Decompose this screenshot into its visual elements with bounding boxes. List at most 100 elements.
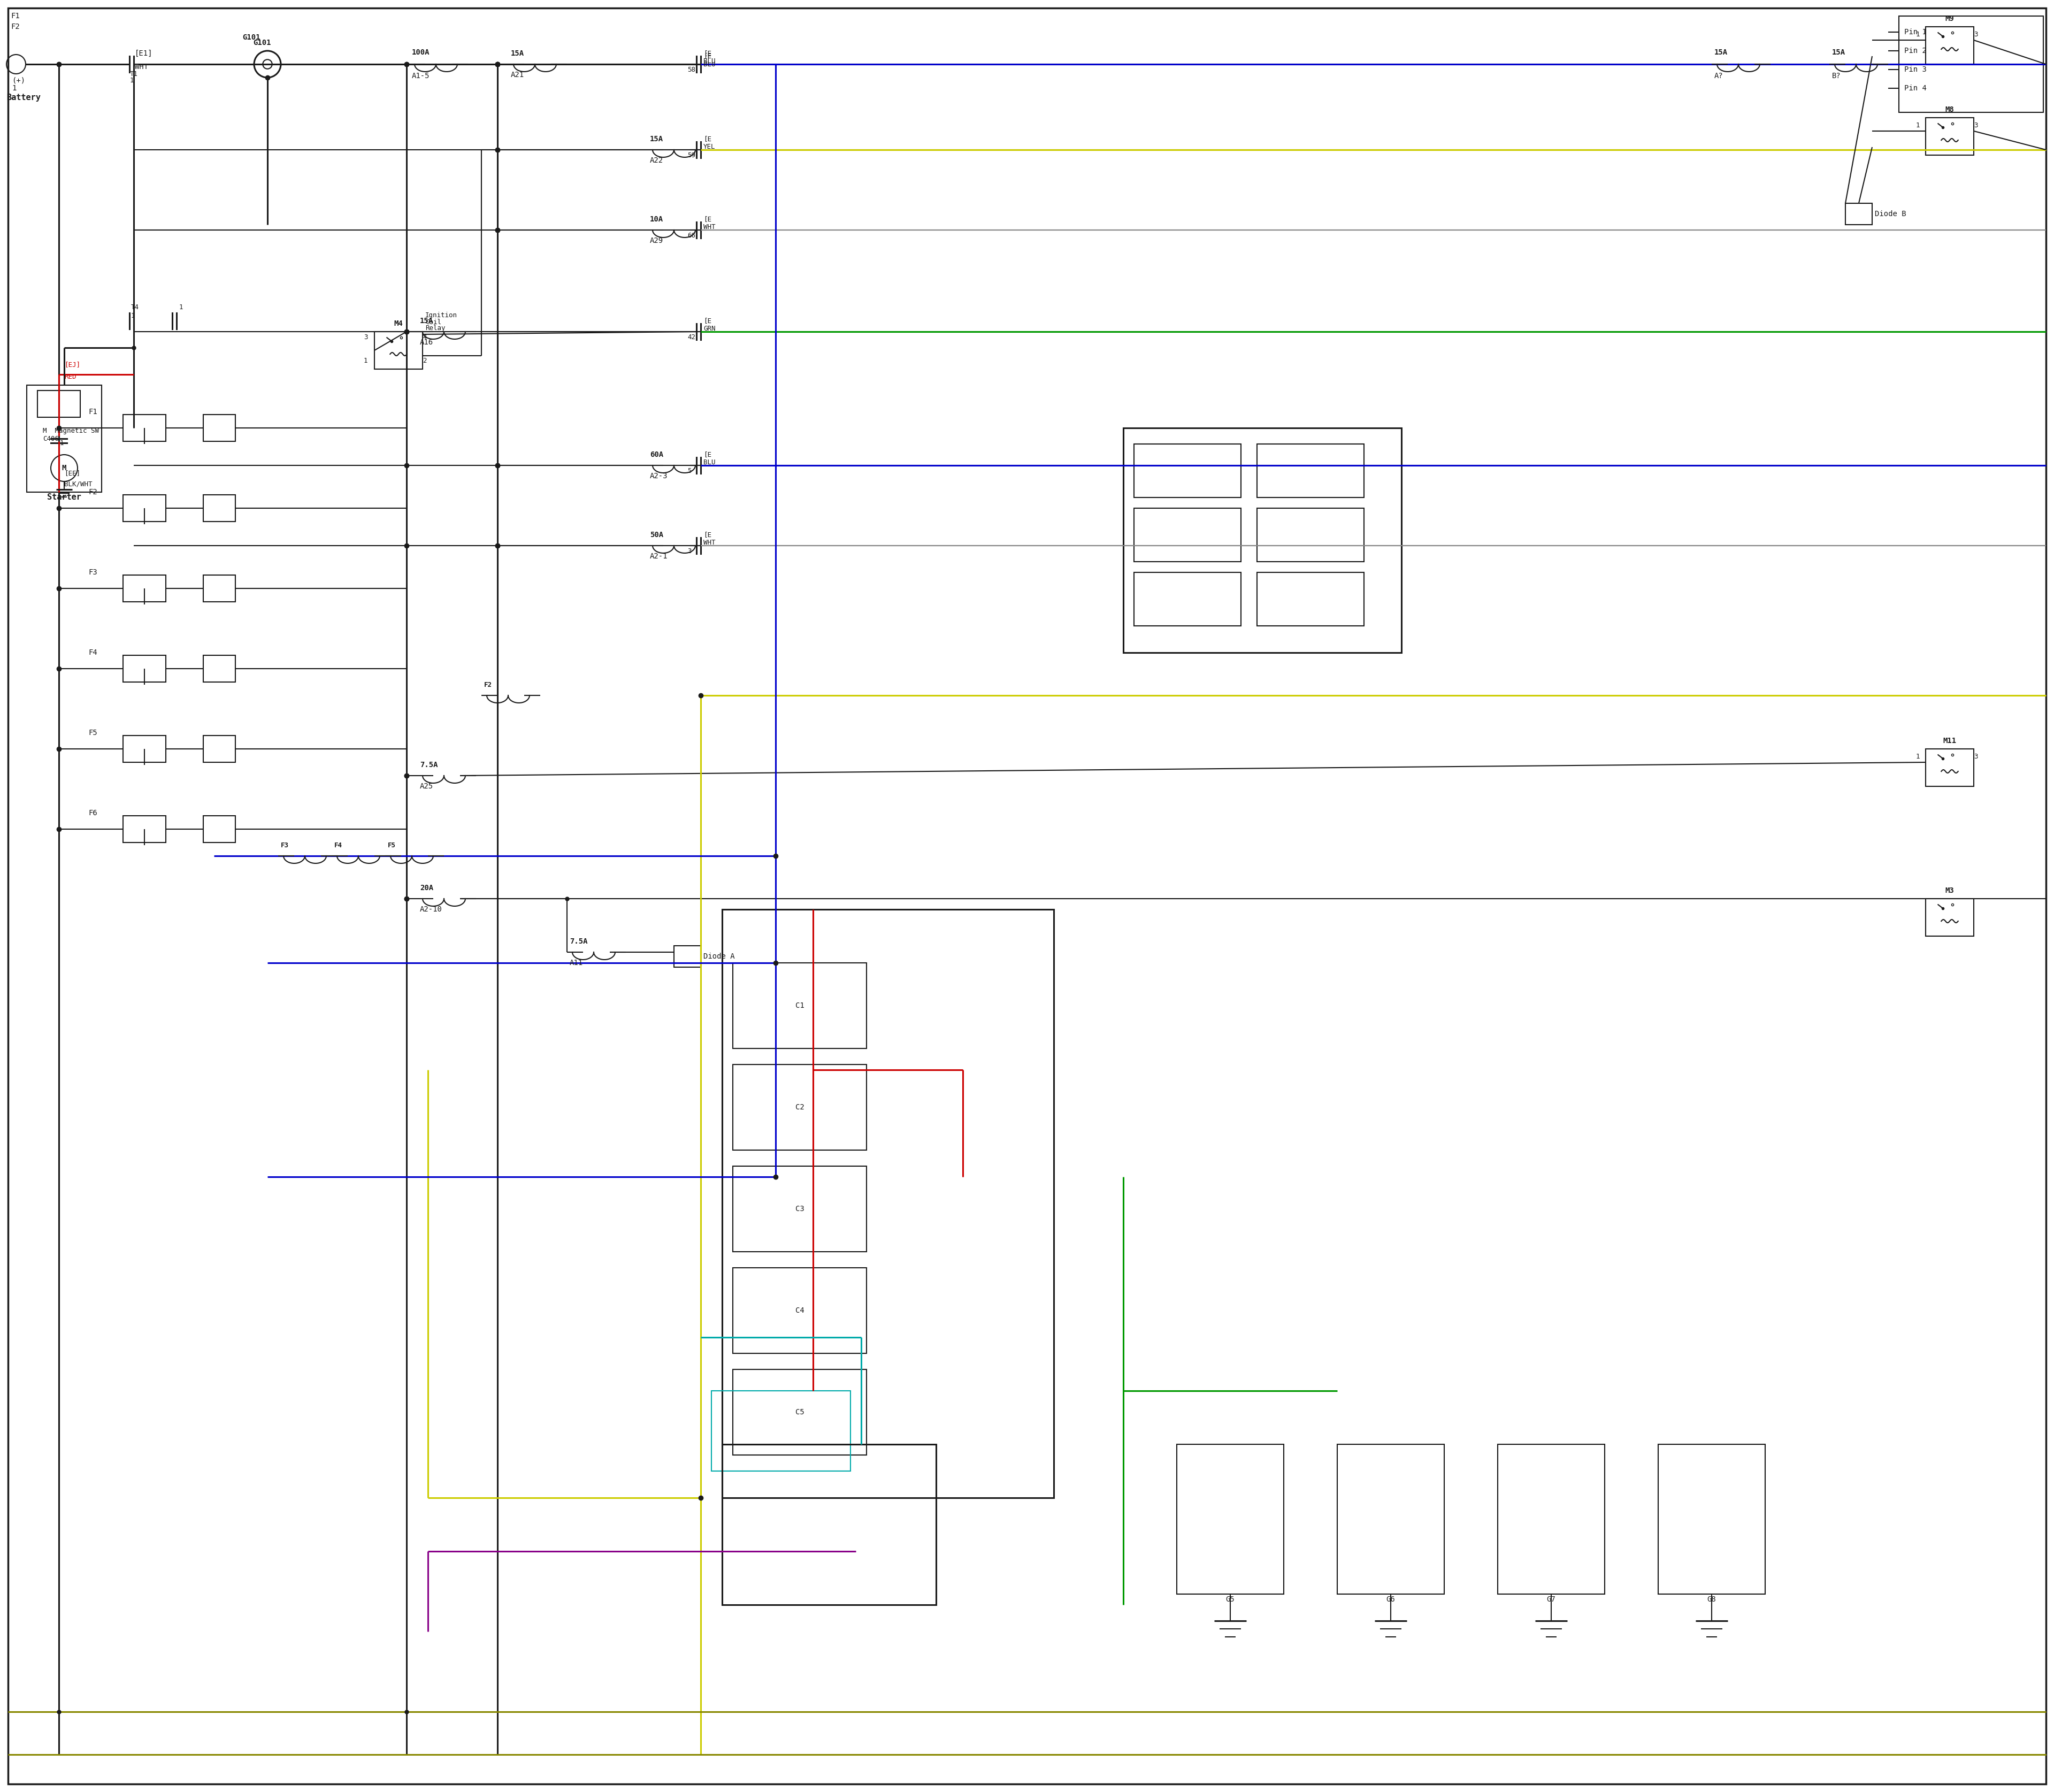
Text: 4: 4: [423, 333, 427, 340]
Text: 3: 3: [364, 333, 368, 340]
Text: WHT: WHT: [136, 63, 148, 70]
Bar: [1898, 16, 2044, 113]
Text: A29: A29: [649, 237, 663, 244]
Text: M: M: [62, 464, 66, 471]
Bar: [27, 385, 101, 493]
Text: F2: F2: [485, 681, 493, 688]
Bar: [1177, 1444, 1284, 1595]
Text: F1: F1: [88, 409, 97, 416]
Text: BLK/WHT: BLK/WHT: [64, 480, 92, 487]
Text: M11: M11: [1943, 737, 1955, 745]
Text: C4: C4: [795, 1306, 805, 1314]
Text: 1: 1: [1916, 753, 1920, 760]
Bar: [723, 1444, 937, 1606]
Text: F2: F2: [88, 489, 97, 496]
Text: Ignition: Ignition: [425, 312, 458, 319]
Text: F1: F1: [10, 13, 21, 20]
Text: 1: 1: [1916, 122, 1920, 129]
Text: F3: F3: [88, 568, 97, 575]
Text: F5: F5: [88, 729, 97, 737]
Text: A1-5: A1-5: [413, 72, 429, 79]
Text: BLU: BLU: [702, 459, 715, 466]
Text: 15A: 15A: [649, 136, 663, 143]
Text: C1: C1: [795, 1002, 805, 1009]
Text: 100A: 100A: [413, 48, 429, 56]
Bar: [203, 495, 236, 521]
Text: C5: C5: [795, 1409, 805, 1416]
Bar: [1658, 1444, 1764, 1595]
Text: Pin 1: Pin 1: [1904, 29, 1927, 36]
Text: C406: C406: [43, 435, 60, 443]
Text: 15A: 15A: [419, 317, 433, 324]
Text: M3: M3: [1945, 887, 1953, 894]
Text: M9: M9: [1945, 14, 1953, 23]
Bar: [123, 414, 166, 441]
Text: C2: C2: [795, 1104, 805, 1111]
Bar: [123, 735, 166, 762]
Text: Coil: Coil: [425, 319, 442, 326]
Bar: [123, 815, 166, 842]
Bar: [37, 391, 80, 418]
Bar: [123, 495, 166, 521]
Bar: [733, 962, 867, 1048]
Text: [EE]: [EE]: [64, 470, 80, 477]
Text: T1: T1: [129, 70, 138, 77]
Text: 5: 5: [688, 468, 692, 475]
Text: 10A: 10A: [649, 215, 663, 222]
Bar: [203, 735, 236, 762]
Bar: [1134, 509, 1241, 561]
Bar: [374, 332, 423, 369]
Bar: [723, 909, 1054, 1498]
Text: Relay: Relay: [425, 324, 446, 332]
Text: Diode A: Diode A: [702, 953, 735, 961]
Text: F6: F6: [88, 810, 97, 817]
Bar: [1134, 444, 1241, 498]
Text: 1: 1: [1916, 30, 1920, 38]
Text: A2-10: A2-10: [419, 905, 442, 914]
Text: 3: 3: [1974, 122, 1978, 129]
Text: 3: 3: [1974, 30, 1978, 38]
Text: G7: G7: [1547, 1595, 1555, 1604]
Text: 50A: 50A: [649, 530, 663, 539]
Text: F5: F5: [388, 842, 396, 849]
Text: 15A: 15A: [511, 50, 524, 57]
Bar: [1497, 1444, 1604, 1595]
Text: Starter: Starter: [47, 493, 82, 502]
Text: 7.5A: 7.5A: [569, 937, 587, 944]
Text: 1: 1: [131, 312, 136, 319]
Text: A16: A16: [419, 339, 433, 346]
Text: 59: 59: [688, 152, 696, 159]
Text: C3: C3: [795, 1206, 805, 1213]
Text: A21: A21: [511, 72, 524, 79]
Text: 1: 1: [129, 77, 134, 84]
Text: 2: 2: [423, 358, 427, 364]
Text: T4: T4: [131, 305, 140, 312]
Bar: [733, 1369, 867, 1455]
Bar: [1134, 572, 1241, 625]
Text: 1: 1: [12, 84, 16, 91]
Text: M8: M8: [1945, 106, 1953, 113]
Bar: [1257, 509, 1364, 561]
Text: A2-1: A2-1: [649, 552, 668, 561]
Bar: [203, 414, 236, 441]
Text: [E: [E: [702, 50, 711, 57]
Text: B?: B?: [1832, 72, 1840, 79]
Text: [E1]: [E1]: [136, 50, 152, 57]
Text: GRN: GRN: [702, 326, 715, 333]
Text: G5: G5: [1226, 1595, 1234, 1604]
Text: A25: A25: [419, 783, 433, 790]
Bar: [733, 1064, 867, 1150]
Bar: [123, 656, 166, 683]
Text: RED: RED: [64, 375, 76, 380]
Text: 1: 1: [60, 439, 64, 446]
Bar: [733, 1267, 867, 1353]
Text: 15A: 15A: [1832, 48, 1844, 56]
Text: 60A: 60A: [649, 452, 663, 459]
Text: [E: [E: [702, 452, 711, 459]
Text: F2: F2: [10, 23, 21, 30]
Bar: [1927, 27, 1974, 65]
Text: 3: 3: [1974, 753, 1978, 760]
Text: [E: [E: [702, 136, 711, 143]
Text: 42: 42: [688, 333, 696, 340]
Text: G101: G101: [253, 39, 271, 47]
